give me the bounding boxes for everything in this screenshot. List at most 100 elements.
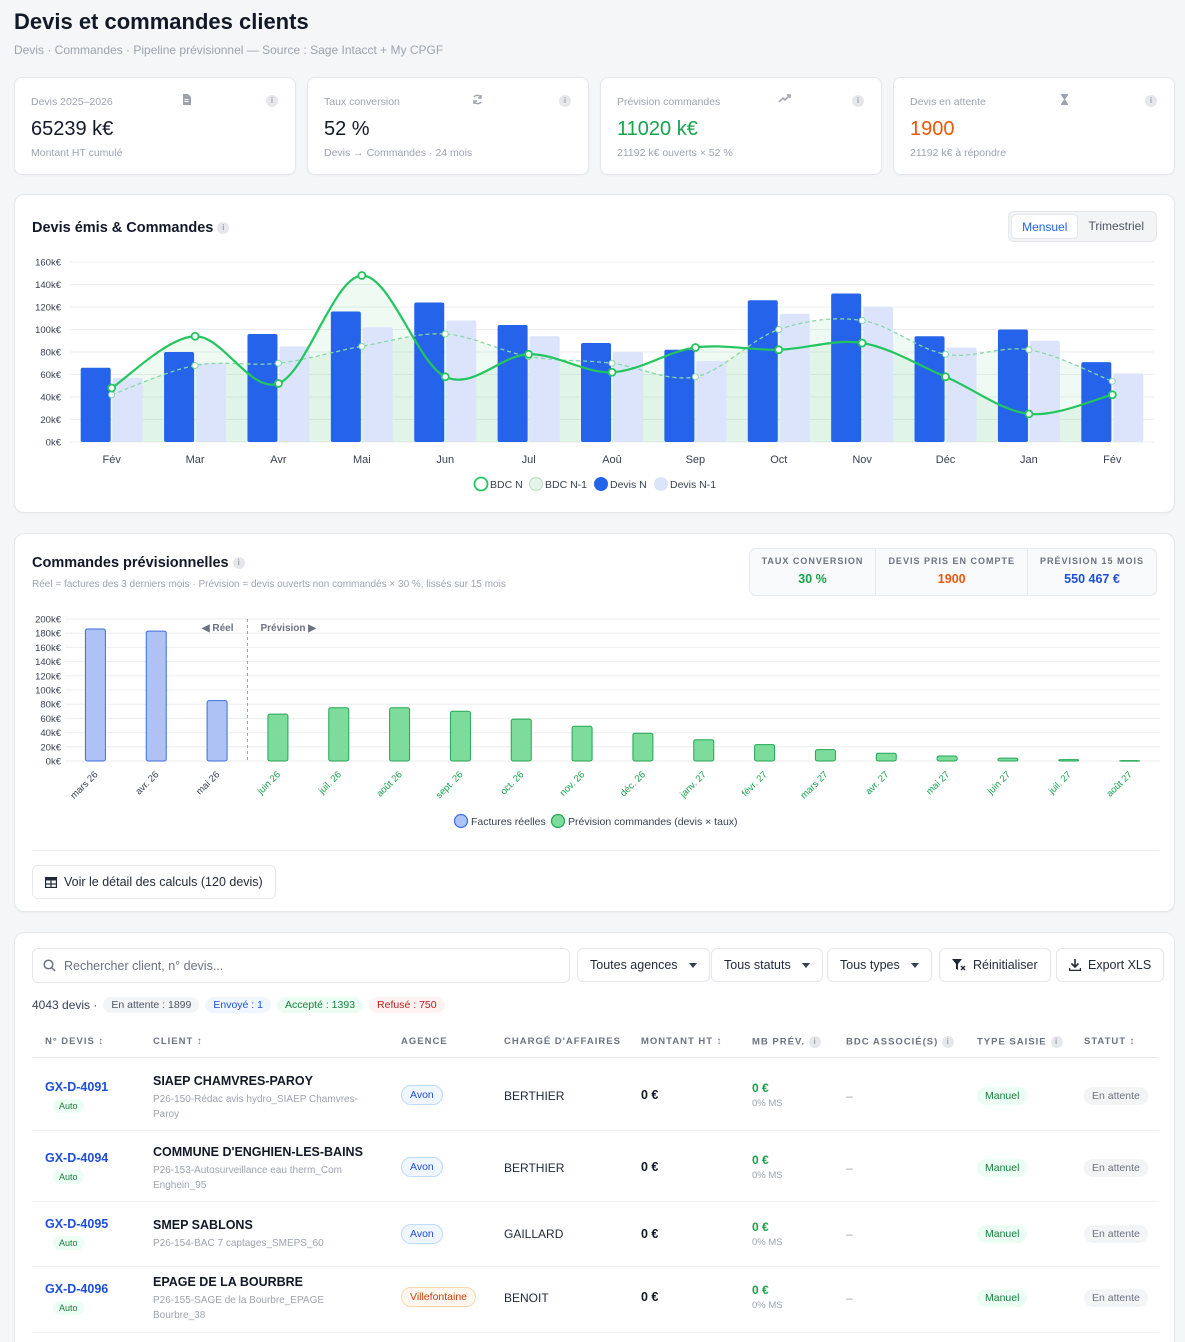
table-row[interactable]: GX-D-4091 Auto SIAEP CHAMVRES-PAROY P26-…: [32, 1059, 1159, 1131]
x-tick-label: déc. 26: [618, 769, 648, 799]
bdc-n-point: [524, 349, 534, 359]
bar-forecast-orders: [571, 725, 593, 762]
reset-button[interactable]: Réinitialiser: [939, 948, 1051, 982]
manager-cell: BERTHIER: [504, 1089, 565, 1103]
agency-cell: Villefontaine: [401, 1287, 477, 1307]
pill-refused[interactable]: Refusé : 750: [369, 997, 445, 1013]
type-select[interactable]: Tous types: [827, 948, 932, 982]
bdc-n1-point: [358, 342, 366, 350]
calc-detail-button[interactable]: Voir le détail des calculs (120 devis): [32, 865, 276, 899]
bar-devis-n1: [779, 313, 810, 442]
status-cell: En attente: [1084, 1087, 1148, 1105]
page-subtitle: Devis · Commandes · Pipeline prévisionne…: [14, 43, 444, 57]
x-tick-label: Avr: [270, 454, 287, 466]
toggle-quarterly[interactable]: Trimestriel: [1088, 219, 1144, 233]
quote-id-link[interactable]: GX-D-4095: [45, 1217, 109, 1231]
margin-cell: 0 € 0% MS: [752, 1153, 783, 1181]
search-box[interactable]: [32, 948, 570, 983]
bar-forecast-orders: [449, 710, 471, 762]
info-icon[interactable]: i: [1050, 1036, 1063, 1048]
bar-forecast-orders: [814, 749, 836, 762]
quote-id-link[interactable]: GX-D-4096: [45, 1282, 109, 1296]
margin-value: 0 €: [752, 1283, 769, 1297]
info-icon[interactable]: i: [266, 95, 278, 107]
filter-reset-icon: [952, 959, 966, 971]
bar-forecast-orders: [632, 732, 654, 762]
x-tick-label: Déc: [936, 454, 956, 466]
status-badge: En attente: [1084, 1289, 1148, 1307]
bar-devis-n: [164, 352, 195, 442]
pill-pending[interactable]: En attente : 1899: [103, 997, 200, 1013]
agency-cell: Avon: [401, 1224, 443, 1244]
table-row[interactable]: GX-D-4096 Auto EPAGE DE LA BOURBRE P26-1…: [32, 1267, 1159, 1333]
header-amount[interactable]: MONTANT HT ↕: [641, 1036, 723, 1047]
agency-select[interactable]: Toutes agences: [577, 948, 710, 982]
pill-sent[interactable]: Envoyé : 1: [205, 997, 271, 1013]
kpi-sub: 21192 k€ à répondre: [910, 147, 1007, 159]
x-tick-label: juil. 27: [1046, 769, 1074, 797]
x-tick-label: Sep: [686, 454, 706, 466]
type-cell: Manuel: [977, 1225, 1028, 1243]
card-title: Commandes prévisionnelles: [32, 555, 229, 571]
info-icon[interactable]: i: [809, 1036, 822, 1048]
agency-cell: Avon: [401, 1157, 443, 1177]
info-icon[interactable]: i: [559, 95, 571, 107]
bdc-n1-point: [108, 391, 116, 399]
info-icon[interactable]: i: [217, 222, 230, 235]
kpi-value: 1900: [910, 118, 955, 140]
annotation-forecast: Prévision ▶: [261, 623, 318, 634]
client-detail: P26-150-Rédac avis hydro_SIAEP Chamvres-…: [153, 1094, 358, 1120]
manager-cell: GAILLARD: [504, 1227, 564, 1241]
pill-accepted[interactable]: Accepté : 1393: [276, 997, 364, 1013]
bar-devis-n: [664, 349, 695, 442]
y-tick-label: 80k€: [40, 700, 61, 711]
search-input[interactable]: [64, 958, 544, 973]
bar-actual-invoices: [206, 700, 228, 762]
toggle-monthly[interactable]: Mensuel: [1011, 214, 1079, 239]
kpi-card-pending: Devis en attente i 1900 21192 k€ à répon…: [893, 77, 1175, 175]
info-icon[interactable]: i: [942, 1036, 955, 1048]
bdc-cell: –: [846, 1227, 853, 1241]
card-title-wrap: Devis émis & Commandes i: [32, 220, 230, 236]
bdc-cell: –: [846, 1291, 853, 1305]
kpi-label: Devis 2025–2026: [31, 96, 113, 108]
kpi-label: Taux conversion: [324, 96, 400, 108]
quote-id-link[interactable]: GX-D-4091: [45, 1080, 109, 1094]
refresh-icon: [473, 94, 482, 105]
bdc-n-point: [941, 372, 950, 382]
header-quote-number[interactable]: N° DEVIS ↕: [45, 1036, 105, 1047]
agency-badge: Villefontaine: [401, 1287, 477, 1307]
x-tick-label: juin 27: [985, 769, 1013, 797]
chevron-down-icon: [910, 962, 919, 968]
info-icon[interactable]: i: [852, 95, 864, 107]
bar-devis-n1: [196, 363, 227, 442]
header-status[interactable]: STATUT ↕: [1084, 1036, 1136, 1047]
header-margin: MB PRÉV. i: [752, 1036, 822, 1048]
table-row[interactable]: GX-D-4094 Auto COMMUNE D'ENGHIEN-LES-BAI…: [32, 1131, 1159, 1202]
export-button[interactable]: Export XLS: [1056, 948, 1165, 982]
bdc-n-point: [774, 345, 784, 355]
table-row[interactable]: GX-D-4095 Auto SMEP SABLONS P26-154-BAC …: [32, 1202, 1159, 1267]
bdc-n-point: [1107, 390, 1117, 400]
card-title-wrap: Commandes prévisionnelles i: [32, 555, 245, 571]
quote-id-link[interactable]: GX-D-4094: [45, 1151, 109, 1165]
header-client[interactable]: CLIENT ↕: [153, 1036, 203, 1047]
bdc-n-point: [274, 379, 283, 388]
bdc-cell: –: [846, 1089, 853, 1103]
table-icon: [45, 876, 57, 888]
info-icon[interactable]: i: [232, 557, 245, 570]
document-icon: [183, 94, 191, 105]
header-bdc-label: BDC ASSOCIÉ(S): [846, 1036, 939, 1048]
kpi-value: 65239 k€: [31, 118, 114, 140]
y-tick-label: 100k€: [35, 686, 62, 697]
stat-value: 30 %: [798, 572, 827, 586]
legend-label: Devis N-1: [670, 479, 716, 491]
legend-label: BDC N: [490, 479, 523, 491]
hourglass-icon: [1061, 94, 1068, 105]
status-select[interactable]: Tous statuts: [711, 948, 823, 982]
x-tick-label: Aoû: [602, 454, 622, 466]
type-cell: Manuel: [977, 1159, 1028, 1177]
info-icon[interactable]: i: [1145, 95, 1157, 107]
legend-marker: [594, 477, 608, 491]
bar-forecast-orders: [1058, 759, 1080, 762]
